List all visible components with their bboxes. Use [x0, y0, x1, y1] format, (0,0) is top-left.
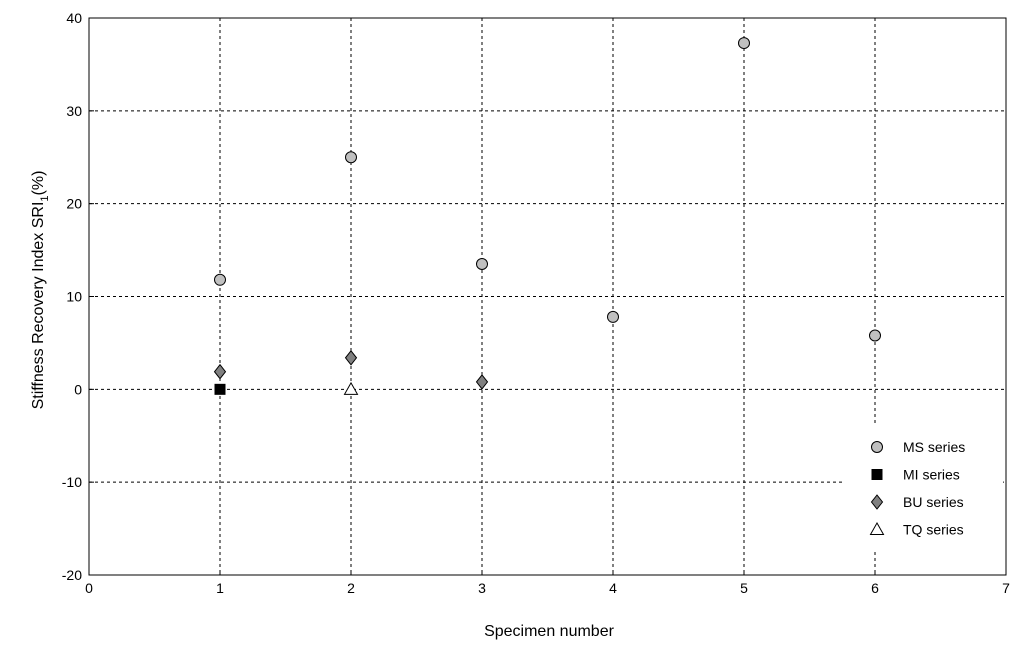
data-points: [213, 37, 881, 395]
ms-series-point: [869, 329, 881, 342]
bu-series-point: [475, 374, 489, 390]
ms-series-point: [476, 258, 488, 271]
legend: MS series MI series BU series TQ series: [845, 425, 1003, 551]
y-tick-label: 10: [66, 289, 82, 305]
bu-series-point: [213, 363, 227, 380]
legend-entry-label: MI series: [903, 467, 960, 483]
x-axis-title-text: Specimen number: [484, 623, 615, 640]
y-tick-label: -10: [62, 474, 82, 490]
y-tick-label: 30: [66, 103, 82, 119]
x-tick-label: 2: [347, 580, 355, 596]
legend-marker: [869, 521, 885, 535]
x-tick-label: 3: [478, 580, 486, 596]
bu-series-point: [344, 349, 358, 366]
grid: [89, 18, 1006, 575]
mi-series-point: [214, 383, 226, 395]
legend-marker: [871, 441, 883, 453]
legend-entry-label: MS series: [903, 439, 965, 455]
legend-marker: [871, 469, 883, 480]
legend-marker: [870, 494, 884, 510]
x-tick-label: 6: [871, 580, 879, 596]
y-tick-label: 20: [66, 196, 82, 212]
y-axis-title-suffix: (%): [30, 171, 47, 196]
y-axis-title: Stiffness Recovery Index SRI1(%): [30, 171, 51, 410]
x-tick-label: 5: [740, 580, 748, 596]
y-axis-title-subscript: 1: [39, 195, 51, 201]
ms-series-point: [345, 151, 357, 164]
legend-entry-label: BU series: [903, 494, 964, 510]
x-tick-label: 1: [216, 580, 224, 596]
ms-series-point: [607, 310, 619, 323]
x-tick-label: 7: [1002, 580, 1010, 596]
ms-series-point: [214, 273, 226, 286]
y-tick-label: 40: [66, 10, 82, 26]
tq-series-point: [343, 381, 359, 395]
y-tick-label: -20: [62, 567, 82, 583]
y-tick-label: 0: [74, 381, 82, 397]
axis-ticks: 0 1 2 3 4 5 6 7 -20 -10 0 10 20 30 40: [62, 10, 1010, 596]
y-axis-title-text: Stiffness Recovery Index SRI: [30, 202, 47, 410]
ms-series-point: [738, 37, 750, 50]
x-axis-title: Specimen number: [484, 623, 615, 640]
x-tick-label: 4: [609, 580, 617, 596]
x-tick-label: 0: [85, 580, 93, 596]
legend-entry-label: TQ series: [903, 522, 964, 538]
